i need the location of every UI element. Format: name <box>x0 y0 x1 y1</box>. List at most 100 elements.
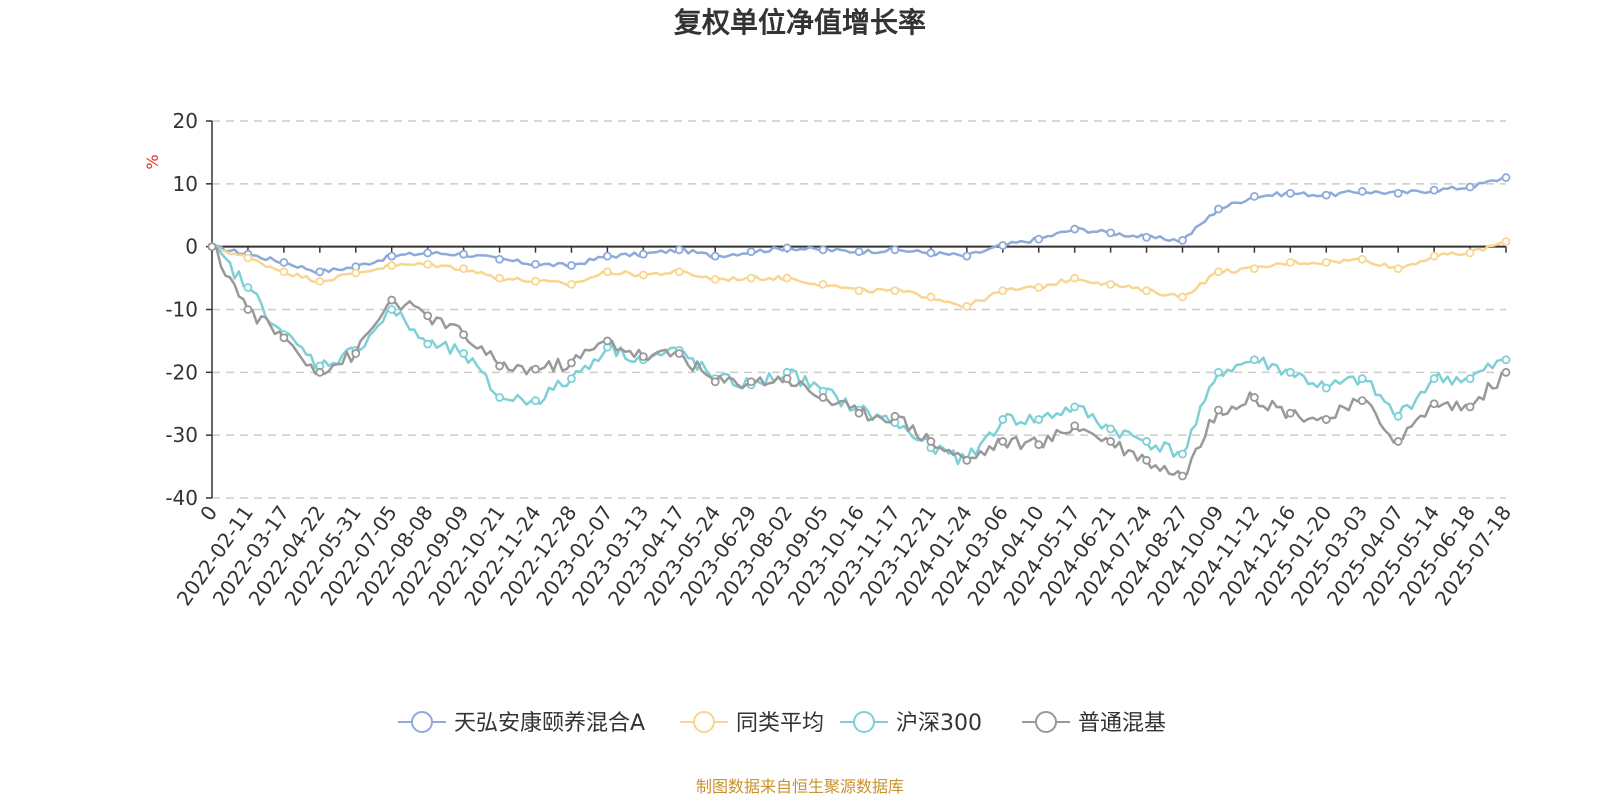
data-point <box>1142 437 1151 446</box>
legend-item-1[interactable]: 同类平均 <box>680 711 824 736</box>
series-line <box>211 244 1507 466</box>
legend-item-0[interactable]: 天弘安康颐养混合A <box>398 711 645 736</box>
data-point <box>1285 367 1295 377</box>
data-point <box>207 242 217 252</box>
data-point <box>495 273 504 283</box>
data-point <box>1321 190 1331 200</box>
data-point <box>531 396 540 406</box>
data-point <box>962 455 972 465</box>
data-point <box>1285 257 1295 267</box>
data-point <box>1106 279 1116 289</box>
data-point <box>567 279 576 289</box>
data-point <box>459 249 469 259</box>
data-point <box>1501 367 1511 377</box>
legend-marker <box>853 711 875 733</box>
x-tick-label: 0 <box>195 501 222 525</box>
legend-item-3[interactable]: 普通混基 <box>1022 711 1166 736</box>
data-point <box>1142 286 1151 296</box>
data-point <box>1034 283 1044 292</box>
grid-lines <box>212 120 1506 499</box>
data-point <box>818 279 828 289</box>
data-point <box>1249 355 1259 365</box>
data-point <box>1465 402 1475 412</box>
data-point <box>1429 399 1439 409</box>
legend-label: 同类平均 <box>736 711 824 736</box>
data-point <box>351 268 361 278</box>
data-point <box>1285 408 1295 418</box>
data-point <box>1106 228 1116 238</box>
data-point <box>315 367 325 377</box>
data-point <box>854 408 864 418</box>
data-point <box>710 274 720 284</box>
data-point <box>1142 455 1151 465</box>
series-2 <box>207 242 1511 466</box>
data-point <box>818 245 828 255</box>
data-point <box>602 336 612 346</box>
data-point <box>926 437 936 446</box>
data-point <box>710 377 720 387</box>
data-point <box>1106 437 1116 446</box>
data-point <box>1393 264 1403 274</box>
data-point <box>674 349 684 358</box>
data-point <box>1070 402 1080 412</box>
data-point <box>387 251 397 261</box>
data-point <box>351 349 361 358</box>
data-point <box>782 243 792 253</box>
data-point <box>1393 188 1403 198</box>
data-point <box>243 305 253 314</box>
data-point <box>854 247 864 257</box>
data-point <box>423 311 433 321</box>
data-point <box>782 273 792 283</box>
data-point <box>423 259 433 269</box>
y-tick-label: 20 <box>173 109 198 133</box>
data-point <box>998 286 1008 296</box>
y-tick-label: 0 <box>185 235 198 259</box>
data-point <box>1429 374 1439 384</box>
y-tick-label: -20 <box>165 360 198 384</box>
data-point <box>423 339 433 349</box>
data-point <box>746 273 756 283</box>
data-point <box>1070 273 1080 283</box>
data-point <box>495 361 504 371</box>
data-point <box>1214 405 1223 415</box>
data-point <box>1249 191 1259 201</box>
data-point <box>567 374 576 384</box>
data-point <box>1178 471 1187 481</box>
data-point <box>567 261 576 270</box>
data-point <box>1357 186 1367 196</box>
data-point <box>998 241 1008 250</box>
legend-item-2[interactable]: 沪深300 <box>840 711 982 736</box>
y-tick-label: -30 <box>165 423 198 447</box>
data-point <box>1214 367 1223 377</box>
data-point <box>459 330 469 340</box>
data-point <box>1034 440 1044 449</box>
data-point <box>962 301 972 311</box>
data-point <box>1214 267 1223 277</box>
data-point <box>1393 411 1403 421</box>
data-point <box>1429 185 1439 195</box>
data-point <box>1357 374 1367 384</box>
data-point <box>243 283 253 292</box>
series-line <box>211 245 1507 478</box>
data-point <box>890 286 900 296</box>
data-point <box>495 393 504 402</box>
data-point <box>1285 188 1295 198</box>
data-point <box>1465 182 1475 192</box>
data-point <box>1214 204 1223 214</box>
series-0 <box>207 173 1511 277</box>
data-point <box>926 292 936 302</box>
data-point <box>962 251 972 261</box>
data-point <box>998 437 1008 446</box>
data-point <box>674 267 684 277</box>
data-point <box>1321 383 1331 393</box>
legend[interactable]: 天弘安康颐养混合A 同类平均 沪深300 普通混基 <box>398 711 1166 736</box>
y-tick-label: -40 <box>165 486 198 510</box>
data-point <box>638 352 648 362</box>
data-point <box>1501 355 1511 365</box>
data-point <box>1357 396 1367 406</box>
data-point <box>1393 437 1403 446</box>
data-point <box>531 259 540 269</box>
data-point <box>638 249 648 259</box>
data-point <box>1429 251 1439 261</box>
